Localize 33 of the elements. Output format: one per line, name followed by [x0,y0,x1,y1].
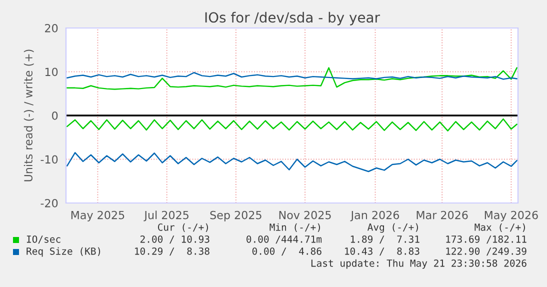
text: Min (-/+) [270,223,320,232]
text: 2.00 / 10.93 [140,235,210,244]
text: 0.00 / 4.86 [252,247,322,256]
text: Cur (-/+) [158,223,208,232]
x-tick-label: Jan 2026 [350,210,400,222]
y-tick-label: 10 [45,68,58,76]
text: Last update: Thu May 21 23:30:58 2026 [311,259,526,269]
x-tick-label: Mar 2026 [416,210,468,220]
text: 10.29 / 8.38 [135,247,210,256]
line-series [66,72,518,80]
text: 122.90 /249.39 [446,247,526,256]
x-tick-label: Jul 2025 [144,210,188,222]
text: 10.43 / 8.83 [345,247,420,256]
y-tick-label: 20 [45,24,58,32]
text: Avg (-/+) [368,223,418,233]
text: 0.00 /444.71m [246,235,322,244]
y-tick-label: -20 [40,198,58,208]
line-series [66,152,518,172]
y-tick-label: -10 [40,155,58,164]
x-tick-label: Nov 2025 [279,210,331,220]
text: 1.89 / 7.31 [350,235,420,244]
text: 173.69 /182.11 [446,235,526,244]
legend-label: Req Size (KB) [26,247,100,257]
y-axis-title: Units read (-) / write (+) [24,50,34,182]
y-tick-label: 0 [52,111,58,120]
x-tick-label: May 2025 [71,210,124,222]
x-tick-label: May 2026 [484,210,538,222]
legend-label: IO/sec [26,235,60,244]
line-series [66,67,518,90]
line-series [66,118,518,132]
text: Max (-/+) [474,223,525,232]
chart-title: IOs for /dev/sda - by year [205,12,380,26]
x-tick-label: Sep 2025 [210,210,262,222]
